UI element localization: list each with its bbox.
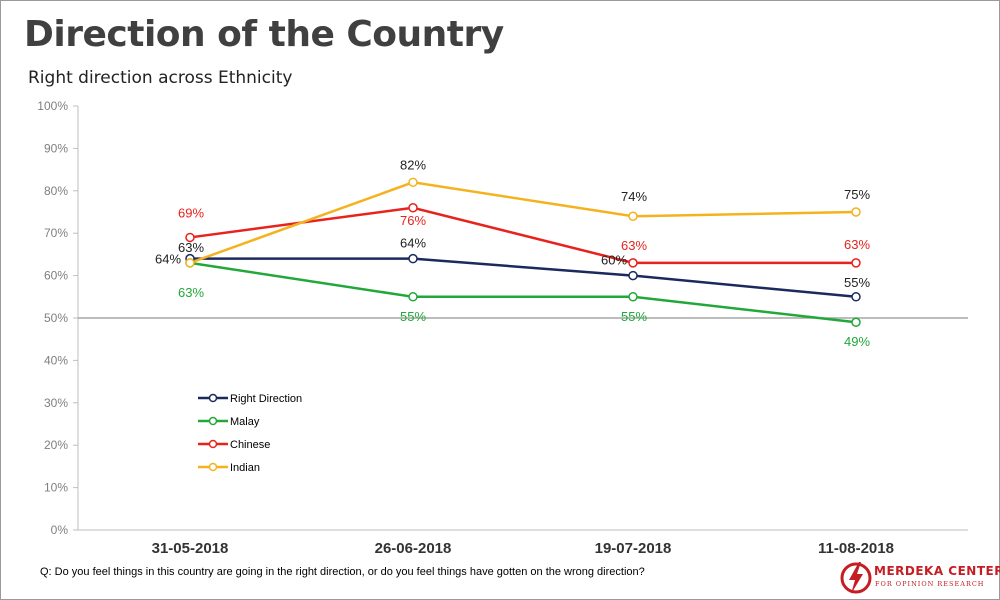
legend-entry-label: Malay [230, 416, 260, 428]
y-tick-label: 60% [44, 269, 68, 283]
data-label: 63% [178, 285, 204, 300]
data-label: 63% [844, 237, 870, 252]
data-label: 64% [155, 252, 181, 267]
y-tick-label: 20% [44, 438, 68, 452]
x-tick-label: 26-06-2018 [375, 540, 452, 557]
y-tick-label: 100% [37, 99, 68, 113]
legend-entry-label: Right Direction [230, 393, 302, 405]
data-label: 60% [601, 253, 627, 268]
data-label: 63% [178, 240, 204, 255]
data-point [851, 292, 861, 302]
y-tick-label: 0% [51, 523, 69, 537]
logo-tagline: FOR OPINION RESEARCH [875, 580, 985, 588]
data-label: 55% [400, 309, 426, 324]
series-line [190, 257, 857, 299]
legend-swatch-marker [208, 416, 218, 426]
y-tick-label: 30% [44, 396, 68, 410]
data-point [408, 177, 418, 188]
data-point [851, 258, 861, 268]
data-point [185, 232, 195, 243]
y-tick-label: 40% [44, 353, 68, 367]
lightning-logo-icon [840, 562, 872, 594]
y-tick-label: 70% [44, 226, 68, 240]
data-point [408, 292, 418, 302]
data-label: 49% [844, 334, 870, 349]
x-tick-label: 19-07-2018 [595, 540, 672, 557]
data-point [628, 270, 638, 281]
legend-entry-label: Chinese [230, 439, 270, 451]
data-label: 75% [844, 187, 870, 202]
data-point [185, 258, 195, 268]
legend-swatch-marker [208, 462, 218, 472]
page-title: Direction of the Country [24, 14, 504, 55]
data-point [628, 211, 638, 221]
page-subtitle: Right direction across Ethnicity [28, 68, 293, 88]
data-point [628, 258, 638, 268]
data-label: 82% [400, 157, 426, 172]
data-point [628, 292, 638, 302]
y-tick-label: 10% [44, 481, 68, 495]
data-label: 63% [621, 238, 647, 253]
legend-swatch-marker [208, 393, 218, 403]
data-label: 64% [400, 236, 426, 251]
x-tick-label: 31-05-2018 [152, 540, 229, 557]
legend-entry-label: Indian [230, 462, 260, 474]
data-label: 76% [400, 213, 426, 228]
data-point [408, 253, 418, 264]
survey-question-footnote: Q: Do you feel things in this country ar… [40, 566, 645, 578]
series-line [189, 206, 856, 265]
y-tick-label: 90% [44, 141, 68, 155]
data-label: 74% [621, 189, 647, 204]
series-line [189, 261, 857, 324]
series-line [189, 181, 857, 265]
y-tick-label: 50% [44, 311, 68, 325]
data-point [408, 203, 418, 213]
data-point [851, 317, 861, 327]
data-label: 55% [844, 275, 870, 290]
data-label: 55% [621, 309, 647, 324]
brand-logo: MERDEKA CENTER FOR OPINION RESEARCH [840, 558, 1000, 598]
data-label: 69% [178, 205, 204, 220]
x-tick-label: 11-08-2018 [818, 540, 894, 557]
logo-name: MERDEKA CENTER [874, 564, 1000, 578]
legend-swatch-marker [208, 439, 218, 449]
data-point [851, 207, 861, 217]
y-tick-label: 80% [44, 184, 68, 198]
